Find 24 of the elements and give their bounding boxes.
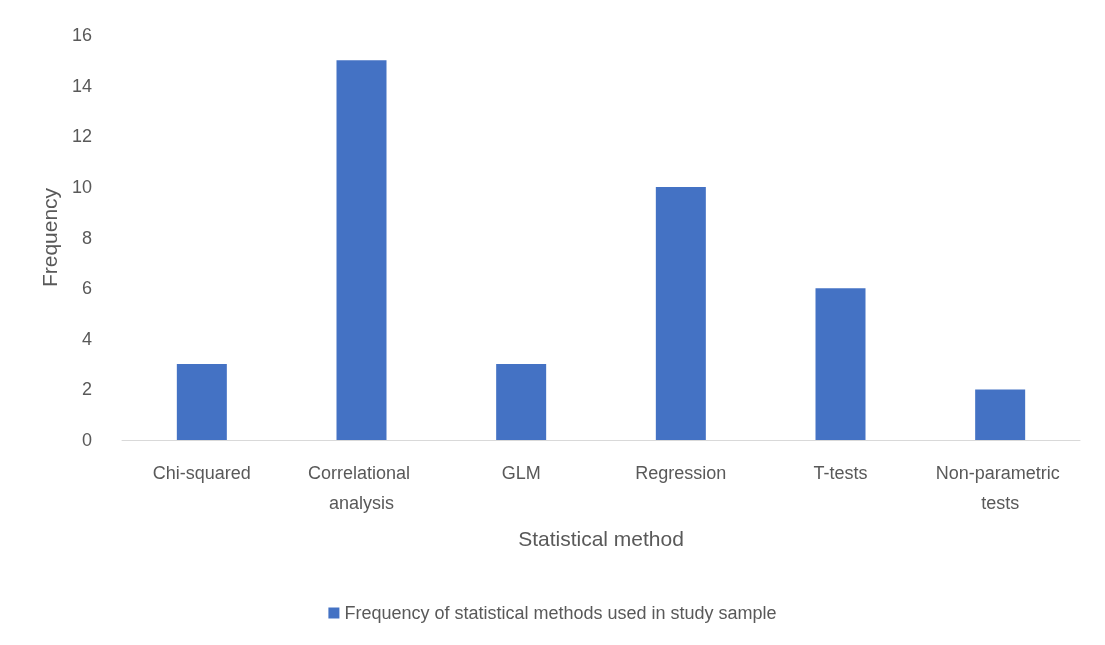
- bar: [336, 60, 387, 440]
- y-tick-label: 10: [71, 176, 92, 197]
- x-tick-label: Correlational analysis: [307, 463, 416, 513]
- y-tick-label: 8: [81, 227, 92, 248]
- y-tick-label: 12: [71, 126, 92, 147]
- bar: [655, 186, 706, 440]
- x-axis-title: Statistical method: [518, 527, 684, 550]
- x-tick-label: T-tests: [813, 463, 868, 483]
- y-axis-title: Frequency: [38, 187, 61, 288]
- y-tick-label: 2: [81, 379, 92, 400]
- bar: [975, 389, 1026, 440]
- y-tick-label: 4: [81, 328, 92, 349]
- x-tick-label: Non-parametric tests: [935, 463, 1065, 513]
- x-tick-label: Chi-squared: [152, 463, 251, 483]
- legend-label: Frequency of statistical methods used in study sample: [344, 603, 777, 623]
- x-tick-label: Regression: [635, 463, 727, 483]
- bar: [496, 364, 547, 440]
- x-tick-label: GLM: [501, 463, 541, 483]
- y-tick-label: 16: [71, 25, 92, 45]
- y-tick-label: 14: [71, 75, 92, 96]
- y-tick-label: 0: [81, 430, 92, 450]
- bar: [815, 288, 866, 440]
- bar: [176, 364, 227, 440]
- y-tick-label: 6: [81, 278, 92, 299]
